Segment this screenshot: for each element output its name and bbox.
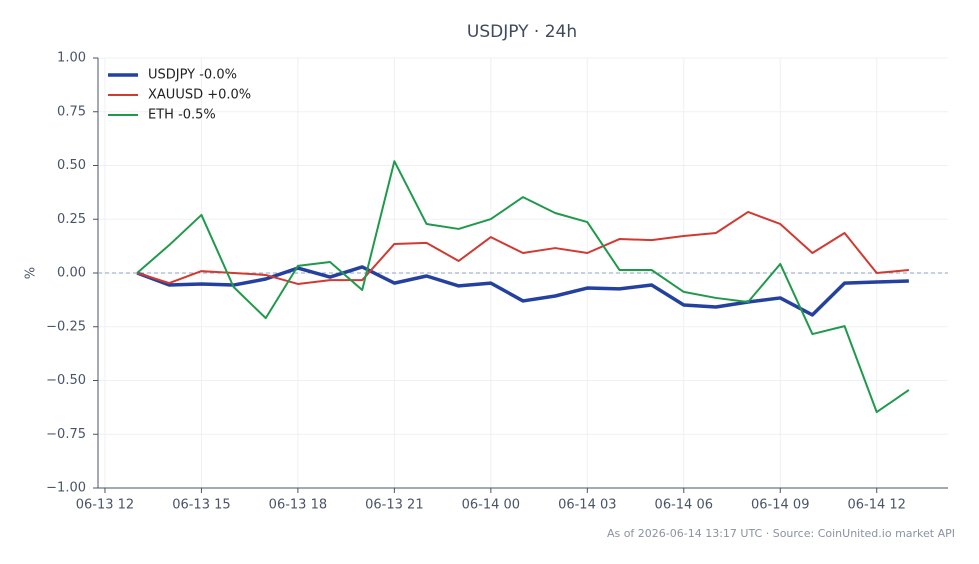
- x-tick-label: 06-14 03: [558, 498, 616, 513]
- x-tick-label: 06-13 18: [269, 498, 327, 513]
- y-tick-label: −0.50: [46, 373, 86, 388]
- x-tick-label: 06-14 12: [847, 498, 905, 513]
- y-tick-label: −1.00: [46, 481, 86, 496]
- x-tick-label: 06-13 15: [172, 498, 230, 513]
- legend-label: USDJPY -0.0%: [148, 68, 237, 83]
- x-tick-label: 06-14 00: [462, 498, 520, 513]
- series-line: [136, 265, 909, 317]
- legend-label: ETH -0.5%: [148, 108, 216, 123]
- x-tick-label: 06-14 06: [655, 498, 713, 513]
- footnote: As of 2026-06-14 13:17 UTC · Source: Coi…: [607, 527, 955, 540]
- chart-title: USDJPY · 24h: [467, 22, 577, 42]
- y-tick-label: 0.00: [57, 266, 86, 281]
- x-tick-label: 06-13 12: [76, 498, 134, 513]
- y-tick-label: 1.00: [57, 51, 86, 66]
- series-line: [136, 210, 909, 285]
- x-tick-label: 06-13 21: [365, 498, 423, 513]
- y-tick-label: −0.75: [46, 427, 86, 442]
- legend: USDJPY -0.0% XAUUSD +0.0% ETH -0.5%: [108, 68, 251, 123]
- series-line: [136, 160, 910, 414]
- x-tick-label: 06-14 09: [751, 498, 809, 513]
- legend-label: XAUUSD +0.0%: [148, 88, 251, 103]
- y-tick-label: −0.25: [46, 319, 86, 334]
- y-tick-label: 0.50: [57, 158, 86, 173]
- y-tick-label: 0.25: [57, 212, 86, 227]
- y-axis-label: %: [24, 267, 39, 279]
- y-tick-label: 0.75: [57, 104, 86, 119]
